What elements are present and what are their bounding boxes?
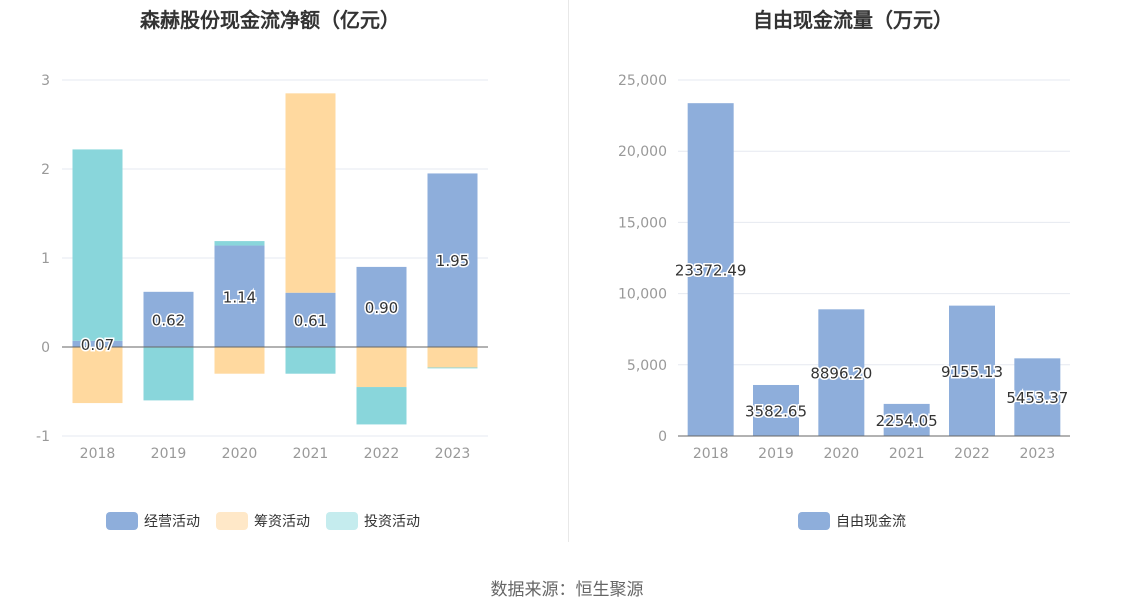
legend-label-investing: 投资活动 [364,514,420,530]
bar-investing [285,347,336,374]
bar-investing [356,387,407,425]
data-label: 5453.37 [1006,389,1068,407]
legend-item-financing[interactable]: 筹资活动 [216,511,310,531]
data-label: 1.95 [436,252,469,270]
x-tick-label: 2020 [222,446,258,462]
bar-financing [72,347,123,404]
data-label: 2254.05 [876,412,938,430]
x-tick-label: 2022 [954,446,990,462]
left-legend: 经营活动 筹资活动 投资活动 [106,511,436,531]
bar-investing [72,149,123,341]
bar-operating [143,291,194,347]
x-tick-label: 2018 [693,446,729,462]
y-tick-label: 1 [41,251,50,267]
bar-financing [214,347,265,374]
y-tick-label: -1 [36,429,50,445]
x-tick-label: 2023 [435,446,471,462]
x-tick-label: 2018 [80,446,116,462]
x-tick-label: 2019 [151,446,187,462]
legend-swatch-financing [216,512,248,530]
legend-label-fcf: 自由现金流 [836,514,906,530]
y-tick-label: 3 [41,73,50,89]
data-source: 数据来源：恒生聚源 [490,580,644,600]
bar-operating [427,173,478,347]
legend-swatch-fcf [798,512,830,530]
bar-fcf [883,403,930,436]
legend-swatch-operating [106,512,138,530]
legend-label-operating: 经营活动 [144,514,200,530]
y-tick-label: 10,000 [618,287,667,303]
bar-operating [214,245,265,347]
left-chart-title: 森赫股份现金流净额（亿元） [140,8,400,32]
x-tick-label: 2019 [758,446,794,462]
right-legend: 自由现金流 [798,511,922,531]
legend-item-operating[interactable]: 经营活动 [106,511,200,531]
data-label: 1.14 [223,288,256,306]
data-label: 8896.20 [810,365,872,383]
x-tick-label: 2020 [824,446,860,462]
y-tick-label: 5,000 [627,358,667,374]
legend-label-financing: 筹资活动 [254,514,310,530]
bar-financing [356,347,407,388]
bar-fcf [818,309,865,436]
legend-swatch-investing [326,512,358,530]
bar-fcf [949,305,995,436]
data-label: 0.62 [152,311,185,329]
data-label: 0.07 [81,336,114,354]
bar-operating [356,266,407,347]
bar-financing [427,347,478,368]
left-cashflow-chart: -1 0 1 2 3 2018 2019 2020 2021 2022 2023 0.07 0.62 1.… [36,73,488,462]
x-tick-label: 2022 [364,446,400,462]
bar-investing [214,241,265,246]
y-tick-label: 2 [41,162,50,178]
legend-item-investing[interactable]: 投资活动 [326,511,420,531]
bar-fcf [687,103,734,436]
bar-investing [143,347,194,401]
data-label: 3582.65 [745,402,807,420]
y-tick-label: 0 [658,429,667,445]
bar-operating [72,340,123,347]
panel-divider [568,0,569,542]
y-tick-label: 20,000 [618,144,667,160]
y-tick-label: 15,000 [618,215,667,231]
legend-item-fcf[interactable]: 自由现金流 [798,511,906,531]
x-tick-label: 2021 [293,446,329,462]
data-label: 23372.49 [675,262,747,280]
bar-fcf [1014,358,1061,436]
data-label: 9155.13 [941,363,1003,381]
data-label: 0.90 [365,299,398,317]
bar-investing [427,367,478,369]
y-tick-label: 25,000 [618,73,667,89]
x-tick-label: 2023 [1020,446,1056,462]
right-fcf-chart: 0 5,000 10,000 15,000 20,000 25,000 2018 2019 20… [618,73,1070,462]
right-chart-title: 自由现金流量（万元） [753,8,953,32]
data-label: 0.61 [294,312,327,330]
bar-fcf [753,384,799,436]
bar-financing [285,93,336,293]
bar-operating [285,292,336,347]
x-tick-label: 2021 [889,446,925,462]
y-tick-label: 0 [41,340,50,356]
